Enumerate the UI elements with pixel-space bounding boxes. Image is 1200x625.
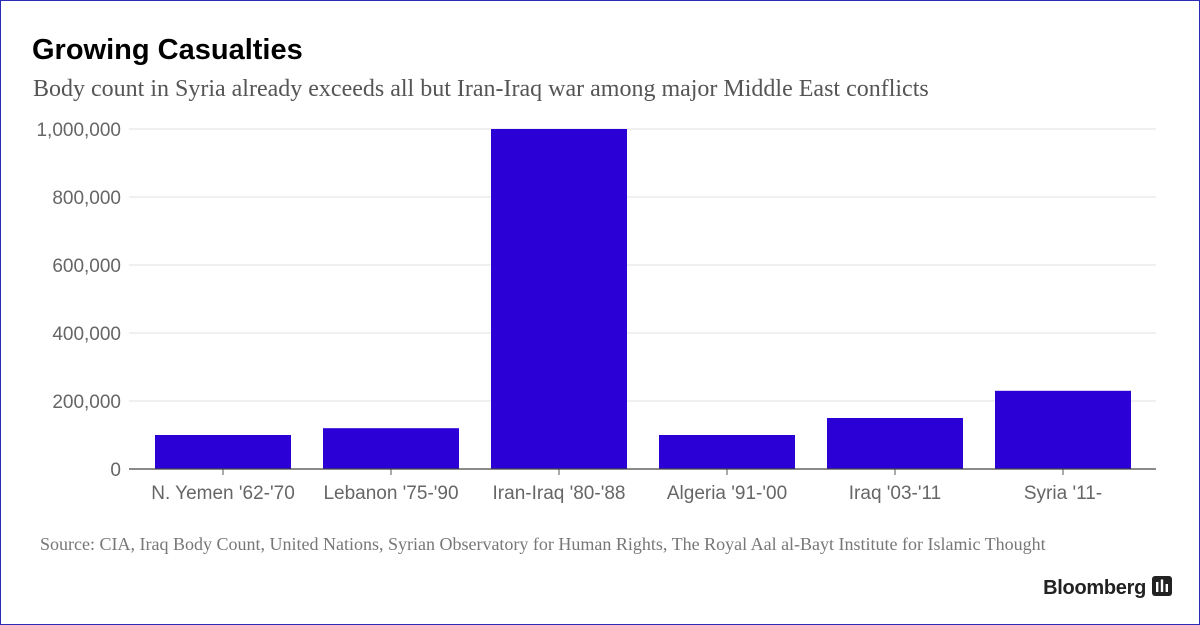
x-tick-label: Iraq '03-'11 [849, 483, 941, 504]
brand: Bloomberg [1043, 576, 1172, 601]
x-tick-label: Algeria '91-'00 [667, 483, 787, 504]
bar [659, 435, 795, 469]
chart-title: Growing Casualties [32, 34, 303, 66]
y-axis-ticks: 0 200,000 400,000 600,000 800,000 1,000,000 [36, 120, 121, 481]
bar [491, 129, 627, 469]
y-tick-label: 600,000 [52, 256, 121, 277]
x-tick-label: Lebanon '75-'90 [323, 483, 458, 504]
grid-lines [129, 128, 1156, 402]
y-tick-label: 0 [110, 460, 121, 481]
y-tick-label: 1,000,000 [36, 120, 121, 141]
x-tick-label: Syria '11- [1024, 483, 1102, 504]
bloomberg-chart-icon [1152, 576, 1172, 601]
bar [155, 435, 291, 469]
bar [323, 428, 459, 469]
x-tick-label: N. Yemen '62-'70 [151, 483, 295, 504]
x-tick-label: Iran-Iraq '80-'88 [493, 483, 626, 504]
bar [995, 390, 1131, 469]
bars [155, 129, 1131, 469]
source-note: Source: CIA, Iraq Body Count, United Nat… [40, 534, 1046, 554]
x-axis [129, 468, 1156, 475]
brand-name: Bloomberg [1043, 577, 1146, 599]
y-tick-label: 800,000 [52, 188, 121, 209]
x-axis-ticks: N. Yemen '62-'70 Lebanon '75-'90 Iran-Iraq… [151, 483, 1102, 504]
chart-subtitle: Body count in Syria already exceeds all … [33, 76, 929, 102]
y-tick-label: 400,000 [52, 324, 121, 345]
bar [827, 418, 963, 469]
y-tick-label: 200,000 [52, 392, 121, 413]
